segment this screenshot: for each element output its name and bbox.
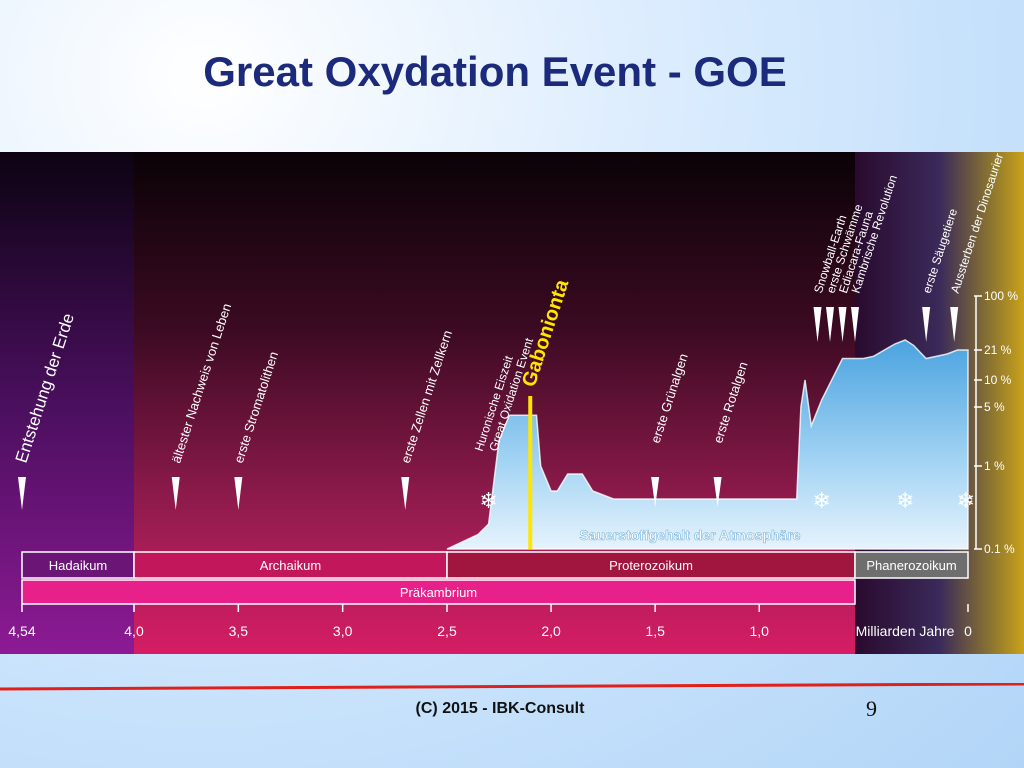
y-tick-label: 0.1 %	[984, 542, 1015, 556]
x-tick-label: 1,5	[645, 623, 665, 639]
oxygen-area-label: Sauerstoffgehalt der Atmosphäre	[579, 527, 800, 543]
snowflake-icon: ❄	[812, 489, 830, 514]
snowflake-icon: ❄	[896, 489, 914, 514]
event-arrow	[651, 477, 660, 507]
snowflake-icon: ❄	[479, 489, 497, 514]
x-tick-label: 0	[964, 623, 972, 639]
oxygen-area-series	[446, 339, 969, 550]
event-arrow	[838, 307, 847, 342]
y-tick-label: 5 %	[984, 400, 1005, 414]
event-arrow	[401, 477, 410, 510]
era-bands: Hadaikum Archaikum Proterozoikum Phanerozoi…	[21, 551, 969, 579]
x-tick-label: 2,0	[541, 623, 561, 639]
event-arrow	[813, 307, 822, 342]
y-tick-label: 100 %	[984, 289, 1018, 303]
eon-label: Präkambrium	[400, 585, 477, 600]
event-arrow	[826, 307, 835, 342]
x-tick-label: 1,0	[750, 623, 770, 639]
x-tick-label: 3,5	[229, 623, 249, 639]
y-tick-label: 21 %	[984, 343, 1012, 357]
x-tick-label: 4,0	[124, 623, 144, 639]
x-tick-label: 3,0	[333, 623, 353, 639]
y-tick-label: 10 %	[984, 373, 1012, 387]
era-label: Proterozoikum	[609, 558, 693, 573]
footer-copyright: (C) 2015 - IBK-Consult	[415, 700, 585, 717]
eon-band	[21, 579, 856, 605]
snowflake-markers: ❄ ❄ ❄ ❄	[479, 489, 975, 514]
oxygen-timeline-chart: Sauerstoffgehalt der Atmosphäre Hadaikum…	[0, 152, 1024, 654]
x-tick-label: 2,5	[437, 623, 457, 639]
era-band	[446, 551, 856, 579]
era-label: Hadaikum	[49, 558, 108, 573]
event-arrow	[18, 477, 26, 510]
event-arrow	[950, 307, 959, 342]
event-arrow	[922, 307, 931, 342]
era-band	[854, 551, 969, 579]
oxygen-area-layer	[446, 339, 969, 550]
footer-divider	[0, 678, 1024, 691]
event-arrow	[171, 477, 180, 510]
slide-title: Great Oxydation Event - GOE	[203, 48, 787, 95]
snowflake-icon: ❄	[957, 489, 975, 514]
y-tick-label: 1 %	[984, 459, 1005, 473]
event-arrow	[851, 307, 859, 342]
era-label: Archaikum	[260, 558, 321, 573]
x-axis-ticks: 4,54 4,0 3,5 3,0 2,5 2,0 1,5 1,0 0	[8, 604, 972, 639]
y-axis-ticks: 100 % 21 % 10 % 5 % 1 % 0.1 %	[974, 289, 1018, 556]
x-axis-label: Milliarden Jahre	[856, 623, 955, 639]
page-number: 9	[866, 696, 877, 721]
era-label: Phanerozoikum	[866, 558, 956, 573]
event-arrow	[234, 477, 243, 510]
x-tick-label: 4,54	[8, 623, 35, 639]
eon-bands: Präkambrium	[21, 579, 856, 605]
era-band	[133, 551, 448, 579]
event-arrow	[713, 477, 722, 507]
era-band	[21, 551, 135, 579]
